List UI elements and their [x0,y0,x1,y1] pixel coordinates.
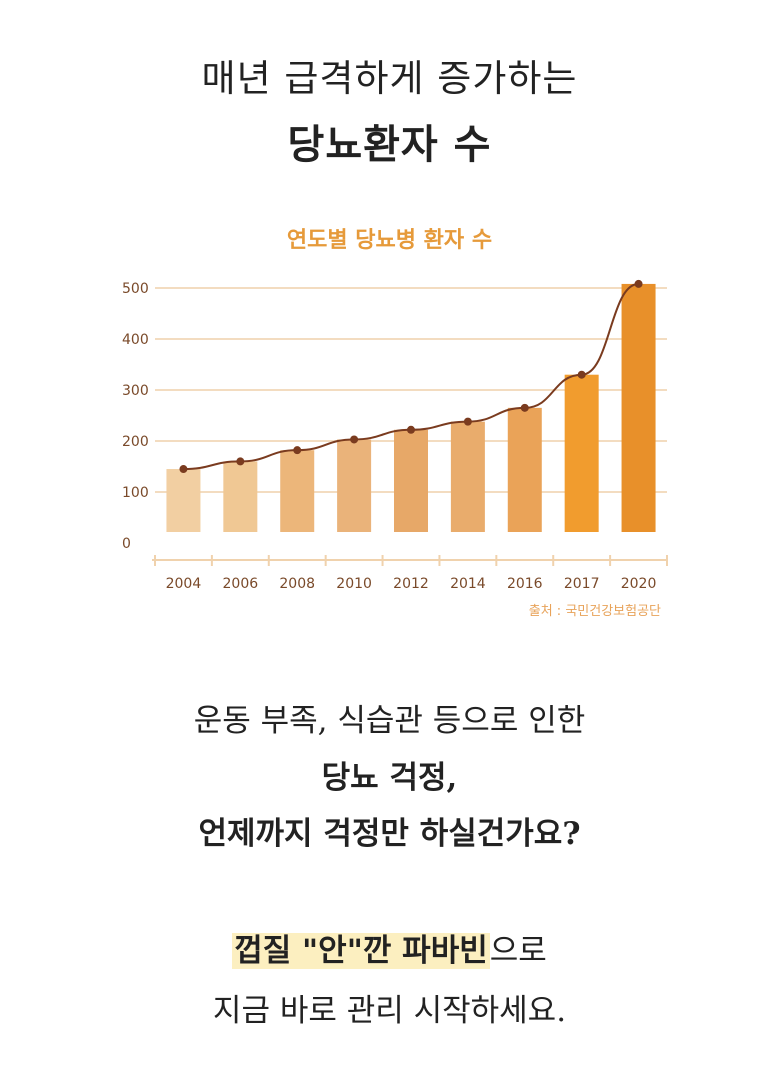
bar [280,450,315,532]
y-tick-label: 0 [122,536,131,552]
x-tick-label: 2006 [223,576,259,592]
bar [621,283,656,532]
x-axis-ticks: 2004 2006 2008 2010 2012 2014 2016 2017 2020 [166,576,657,592]
chart-source: 출처 : 국민건강보험공단 [528,604,661,619]
cta-line1: 껍질 "안"깐 파바빈으로 [0,925,779,970]
y-tick-label: 400 [122,332,149,348]
chart-bars [166,283,656,532]
bar [507,407,542,532]
trend-point [520,403,529,412]
bar [223,461,258,532]
y-tick-label: 500 [122,281,149,297]
product-highlight: 껍질 "안"깐 파바빈 [232,933,490,969]
body-line2: 당뇨 걱정, [321,760,458,796]
x-tick-label: 2016 [507,576,543,592]
headline-line2: 당뇨환자 수 [287,121,492,168]
trend-point [236,457,245,466]
x-axis [152,555,668,566]
chart-title: 연도별 당뇨병 환자 수 [286,228,493,253]
body-line3: 언제까지 걱정만 하실건가요? [198,816,581,852]
cta-suffix: 으로 [489,933,547,969]
headline-line1: 매년 급격하게 증가하는 [201,57,578,100]
body-line1: 운동 부족, 식습관 등으로 인한 [193,703,586,739]
trend-line [179,279,643,474]
trend-point [407,425,415,434]
trend-point [577,370,586,379]
bar [450,421,485,532]
x-tick-label: 2010 [336,576,372,592]
trend-point [350,435,359,444]
y-axis-ticks: 0 100 200 300 400 500 [122,281,149,552]
bar [394,429,428,532]
x-tick-label: 2012 [393,576,429,592]
bar [166,469,201,532]
bar [564,374,599,532]
x-tick-label: 2008 [279,576,315,592]
bar [337,439,372,532]
x-tick-label: 2014 [450,576,486,592]
y-tick-label: 100 [122,485,149,501]
y-tick-label: 200 [122,434,149,450]
trend-point [179,465,188,474]
x-tick-label: 2017 [564,576,600,592]
y-tick-label: 300 [122,383,149,399]
trend-point [293,446,302,455]
trend-point [463,417,472,426]
cta-line2: 지금 바로 관리 시작하세요. [212,993,567,1029]
trend-point [634,279,643,288]
x-tick-label: 2004 [166,576,202,592]
x-tick-label: 2020 [621,576,657,592]
